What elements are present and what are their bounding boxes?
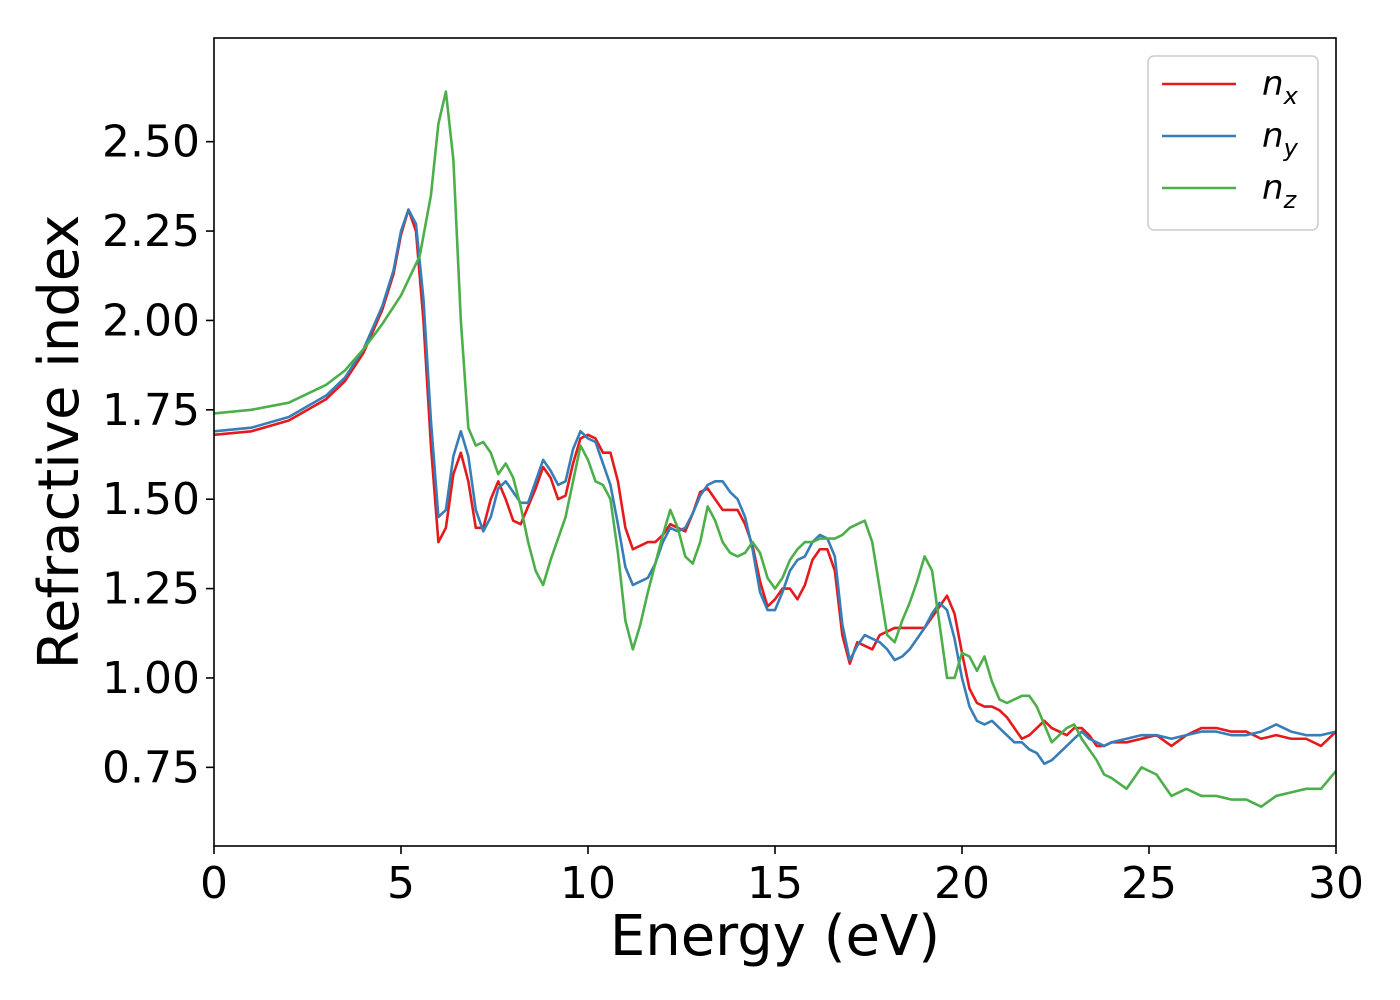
y-tick-label: 1.75 bbox=[102, 385, 200, 436]
x-tick-label: 5 bbox=[387, 858, 415, 909]
y-axis-label: Refractive index bbox=[27, 215, 92, 670]
y-tick-label: 2.00 bbox=[102, 295, 200, 346]
x-axis-label: Energy (eV) bbox=[610, 904, 940, 969]
legend-box bbox=[1147, 55, 1319, 231]
series-line-ny bbox=[214, 208, 1336, 766]
legend-label-nx: nx bbox=[1262, 64, 1299, 110]
series-layer bbox=[214, 90, 1336, 808]
y-tick-label: 0.75 bbox=[102, 742, 200, 793]
x-axis-ticks: 0 5 10 15 20 25 30 bbox=[200, 846, 1364, 909]
x-tick-label: 0 bbox=[200, 858, 228, 909]
x-tick-label: 10 bbox=[560, 858, 616, 909]
x-tick-label: 15 bbox=[747, 858, 803, 909]
x-tick-label: 20 bbox=[934, 858, 990, 909]
y-tick-label: 2.50 bbox=[102, 117, 200, 168]
series-line-nz bbox=[214, 90, 1336, 808]
x-tick-label: 25 bbox=[1121, 858, 1177, 909]
y-tick-label: 1.00 bbox=[102, 653, 200, 704]
y-axis-ticks: 0.75 1.00 1.25 1.50 1.75 2.00 2.25 2.50 bbox=[102, 117, 214, 793]
legend: nx ny nz bbox=[1147, 55, 1319, 231]
series-line-nx bbox=[214, 208, 1336, 748]
x-tick-label: 30 bbox=[1308, 858, 1364, 909]
legend-label-ny: ny bbox=[1262, 116, 1299, 162]
y-tick-label: 1.25 bbox=[102, 564, 200, 615]
y-tick-label: 2.25 bbox=[102, 206, 200, 257]
legend-label-nz: nz bbox=[1262, 168, 1298, 214]
y-tick-label: 1.50 bbox=[102, 474, 200, 525]
